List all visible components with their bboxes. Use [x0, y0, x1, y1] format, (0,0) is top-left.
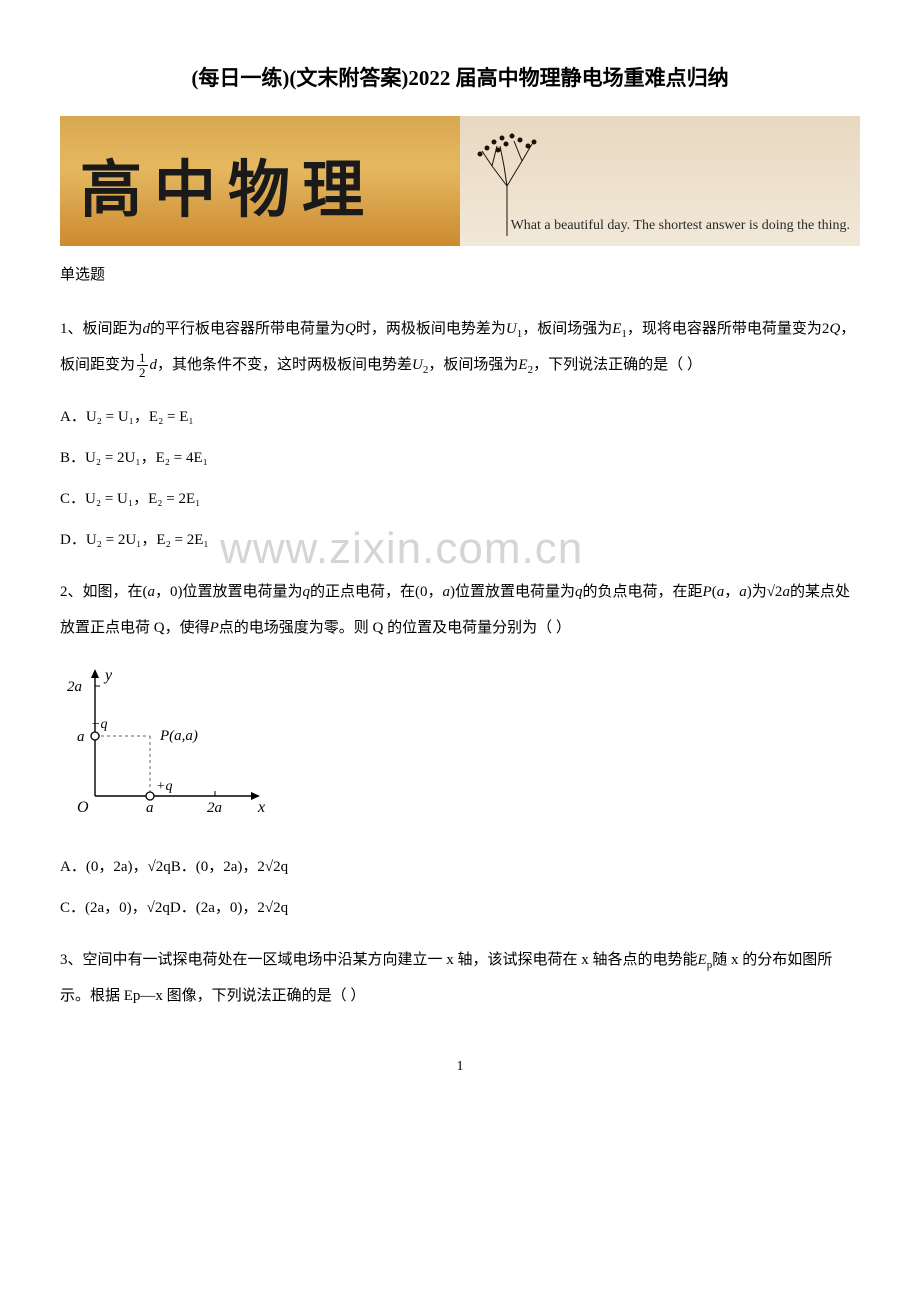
- q2-var: q: [575, 584, 583, 600]
- svg-text:y: y: [103, 667, 113, 684]
- q2-diagram: x y Oa 2a a 2a −q +q P(a,a): [60, 666, 860, 836]
- q2-text: )位置放置电荷量为: [450, 584, 575, 600]
- q2-var: a: [148, 584, 156, 600]
- q2-var: q: [303, 584, 311, 600]
- q1-text: 时，两极板间电势差为: [356, 321, 506, 337]
- q1-option-a: A．U₂ = U₁，E₂ = E₁: [60, 404, 860, 431]
- svg-text:x: x: [257, 799, 265, 816]
- q2-option-row2: C．(2a，0)，√2qD．(2a，0)，2√2q: [60, 895, 860, 922]
- q2-var: P: [210, 620, 219, 636]
- q2-var: a: [443, 584, 451, 600]
- q2-option-b: B．(0，2a)，2√2q: [171, 859, 288, 875]
- q1-var: E: [518, 357, 527, 373]
- q1-text: ，其他条件不变，这时两极板间电势差: [157, 357, 412, 373]
- q2-options: A．(0，2a)，√2qB．(0，2a)，2√2q C．(2a，0)，√2qD．…: [60, 854, 860, 922]
- q2-text: 2、如图，在(: [60, 584, 148, 600]
- q1-var: U: [412, 357, 423, 373]
- q1-var: d: [150, 357, 158, 373]
- banner-main-text: 高中物理: [80, 136, 376, 246]
- svg-text:−q: −q: [91, 717, 107, 732]
- q1-option-b: B．U₂ = 2U₁，E₂ = 4E₁: [60, 445, 860, 472]
- q2-text: ，: [724, 584, 739, 600]
- banner-image: 高中物理 What a beautiful day. The shortest …: [60, 116, 860, 246]
- q1-var: U: [506, 321, 517, 337]
- q3-var: E: [698, 952, 707, 968]
- svg-text:a: a: [77, 729, 85, 745]
- frac-den: 2: [137, 366, 148, 380]
- svg-text:2a: 2a: [207, 800, 222, 816]
- q2-option-a: A．(0，2a)，√2q: [60, 859, 171, 875]
- banner-sub-text: What a beautiful day. The shortest answe…: [511, 213, 850, 238]
- fraction: 12: [137, 351, 148, 381]
- q2-text: 的负点电荷，在距: [583, 584, 703, 600]
- q2-text: 点的电场强度为零。则 Q 的位置及电荷量分别为（ ）: [219, 620, 571, 636]
- q1-text: ，下列说法正确的是（ ）: [533, 357, 702, 373]
- coordinate-svg: x y Oa 2a a 2a −q +q P(a,a): [60, 666, 270, 826]
- q2-var: a: [782, 584, 790, 600]
- q1-text: ，板间场强为: [428, 357, 518, 373]
- page-number: 1: [60, 1054, 860, 1079]
- question-2: 2、如图，在(a，0)位置放置电荷量为q的正点电荷，在(0，a)位置放置电荷量为…: [60, 574, 860, 646]
- q1-text: ，板间场强为: [522, 321, 612, 337]
- page-title: (每日一练)(文末附答案)2022 届高中物理静电场重难点归纳: [60, 60, 860, 98]
- frac-num: 1: [137, 351, 148, 366]
- svg-text:+q: +q: [156, 779, 172, 794]
- q2-option-d: D．(2a，0)，2√2q: [170, 900, 288, 916]
- q3-text: 3、空间中有一试探电荷处在一区域电场中沿某方向建立一 x 轴，该试探电荷在 x …: [60, 952, 698, 968]
- q1-var: d: [143, 321, 151, 337]
- q2-option-c: C．(2a，0)，√2q: [60, 900, 170, 916]
- svg-text:O: O: [77, 799, 89, 816]
- q1-text: 的平行板电容器所带电荷量为: [150, 321, 345, 337]
- svg-text:a: a: [146, 800, 154, 816]
- q2-var: P: [703, 584, 712, 600]
- q2-text: 的正点电荷，在(0，: [310, 584, 443, 600]
- q2-option-row1: A．(0，2a)，√2qB．(0，2a)，2√2q: [60, 854, 860, 881]
- question-3: 3、空间中有一试探电荷处在一区域电场中沿某方向建立一 x 轴，该试探电荷在 x …: [60, 942, 860, 1014]
- q2-text: )为√2: [747, 584, 783, 600]
- q1-options: A．U₂ = U₁，E₂ = E₁ B．U₂ = 2U₁，E₂ = 4E₁ C．…: [60, 404, 860, 554]
- svg-text:P(a,a): P(a,a): [159, 728, 198, 744]
- section-label: 单选题: [60, 262, 860, 289]
- question-1: 1、板间距为d的平行板电容器所带电荷量为Q时，两极板间电势差为U1，板间场强为E…: [60, 311, 860, 384]
- q2-text: ，0)位置放置电荷量为: [155, 584, 303, 600]
- q1-var: Q: [829, 321, 840, 337]
- q1-option-d: D．U₂ = 2U₁，E₂ = 2E₁: [60, 527, 860, 554]
- q1-option-c: C．U₂ = U₁，E₂ = 2E₁: [60, 486, 860, 513]
- q1-text: ，现将电容器所带电荷量变为2: [627, 321, 830, 337]
- svg-text:2a: 2a: [67, 679, 82, 695]
- q1-var: Q: [345, 321, 356, 337]
- q2-var: a: [739, 584, 747, 600]
- q1-text: 1、板间距为: [60, 321, 143, 337]
